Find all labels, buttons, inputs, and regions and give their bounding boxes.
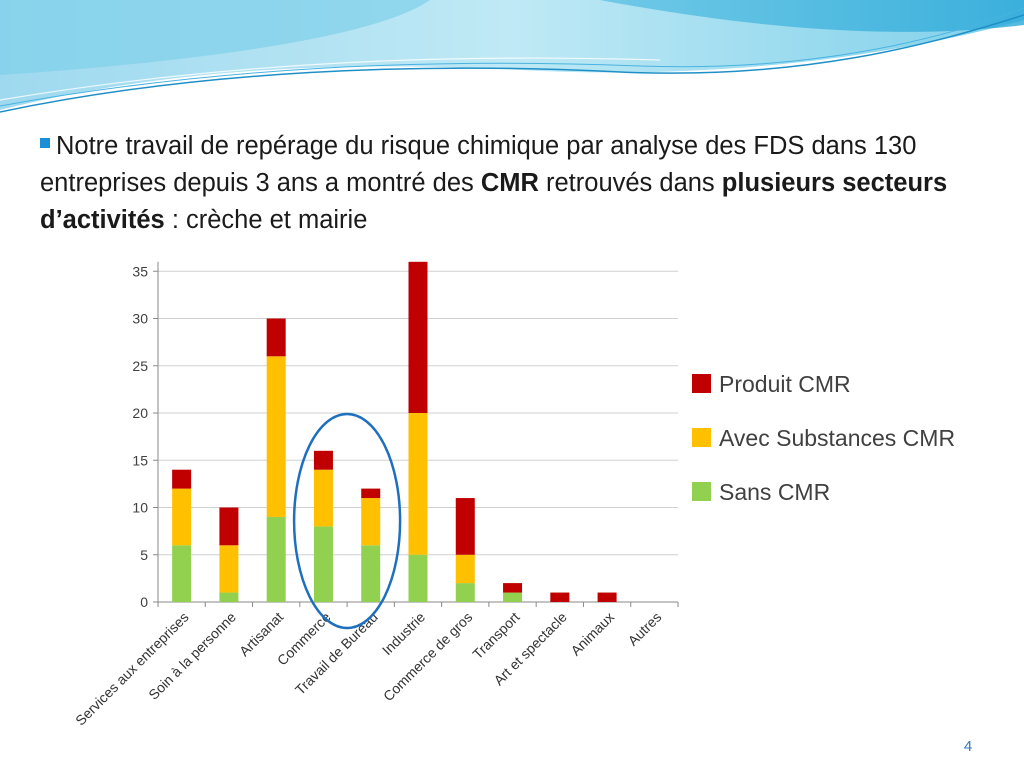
legend-label-produit-cmr: Produit CMR bbox=[719, 371, 851, 397]
x-tick-label-travail-de-bureau: Travail de Bureau bbox=[292, 609, 381, 698]
y-tick-label: 30 bbox=[132, 311, 148, 327]
legend-swatch-produit-cmr bbox=[692, 374, 711, 393]
bar-produit-cmr-art-et-spectacle bbox=[550, 592, 570, 602]
y-tick-label: 0 bbox=[140, 594, 148, 610]
bar-produit-cmr-animaux bbox=[597, 592, 617, 602]
square-bullet-icon bbox=[40, 138, 50, 148]
highlight-ellipse bbox=[292, 412, 402, 630]
y-tick-label: 20 bbox=[132, 405, 148, 421]
bar-produit-cmr-travail-de-bureau bbox=[361, 488, 381, 499]
x-tick-label-autres: Autres bbox=[625, 609, 665, 649]
bar-produit-cmr-commerce-de-gros bbox=[455, 498, 475, 555]
bar-sans-cmr-industrie bbox=[408, 554, 428, 602]
page-number: 4 bbox=[963, 738, 973, 755]
legend-label-avec-substances-cmr: Avec Substances CMR bbox=[719, 425, 955, 451]
bullet-text-part3: : crèche et mairie bbox=[164, 206, 368, 234]
bullet-text-part1: Notre travail de repérage du risque chim… bbox=[40, 132, 917, 197]
bar-produit-cmr-commerce bbox=[313, 450, 333, 470]
y-tick-label: 35 bbox=[132, 263, 148, 279]
bar-sans-cmr-travail-de-bureau bbox=[361, 545, 381, 602]
bar-sans-cmr-services-aux-entreprises bbox=[172, 545, 192, 602]
header-wave-decoration bbox=[0, 0, 1024, 113]
bar-sans-cmr-commerce bbox=[313, 526, 333, 602]
x-tick-label-commerce-de-gros: Commerce de gros bbox=[380, 609, 475, 704]
bar-avec-substances-cmr-commerce bbox=[313, 469, 333, 527]
bar-produit-cmr-transport bbox=[503, 583, 523, 593]
bar-sans-cmr-soin-a-la-personne bbox=[219, 592, 239, 602]
bar-sans-cmr-commerce-de-gros bbox=[455, 583, 475, 602]
y-tick-label: 25 bbox=[132, 358, 148, 374]
y-tick-label: 10 bbox=[132, 500, 148, 516]
bullet-paragraph: Notre travail de repérage du risque chim… bbox=[40, 128, 1000, 239]
bar-produit-cmr-industrie bbox=[408, 261, 428, 413]
bullet-text-bold-cmr: CMR bbox=[480, 169, 539, 197]
y-tick-label: 5 bbox=[140, 547, 148, 563]
bar-sans-cmr-transport bbox=[503, 592, 523, 602]
y-tick-label: 15 bbox=[132, 452, 148, 468]
bar-avec-substances-cmr-artisanat bbox=[266, 356, 286, 517]
bar-avec-substances-cmr-travail-de-bureau bbox=[361, 498, 381, 546]
bullet-text-part2: retrouvés dans bbox=[538, 169, 722, 197]
bar-avec-substances-cmr-industrie bbox=[408, 413, 428, 555]
bar-sans-cmr-artisanat bbox=[266, 516, 286, 602]
bar-avec-substances-cmr-soin-a-la-personne bbox=[219, 545, 239, 593]
x-tick-label-soin-a-la-personne: Soin à la personne bbox=[145, 609, 239, 703]
x-tick-label-animaux: Animaux bbox=[567, 609, 617, 659]
legend-label-sans-cmr: Sans CMR bbox=[719, 479, 830, 505]
bar-produit-cmr-soin-a-la-personne bbox=[219, 507, 239, 546]
bar-produit-cmr-services-aux-entreprises bbox=[172, 469, 192, 489]
legend-swatch-sans-cmr bbox=[692, 482, 711, 501]
bullet-text-bold-sectors: plusieurs secteurs d’activités bbox=[40, 169, 948, 234]
bar-produit-cmr-artisanat bbox=[266, 318, 286, 357]
bar-avec-substances-cmr-services-aux-entreprises bbox=[172, 488, 192, 546]
bar-avec-substances-cmr-commerce-de-gros bbox=[455, 554, 475, 584]
legend-swatch-avec-substances-cmr bbox=[692, 428, 711, 447]
